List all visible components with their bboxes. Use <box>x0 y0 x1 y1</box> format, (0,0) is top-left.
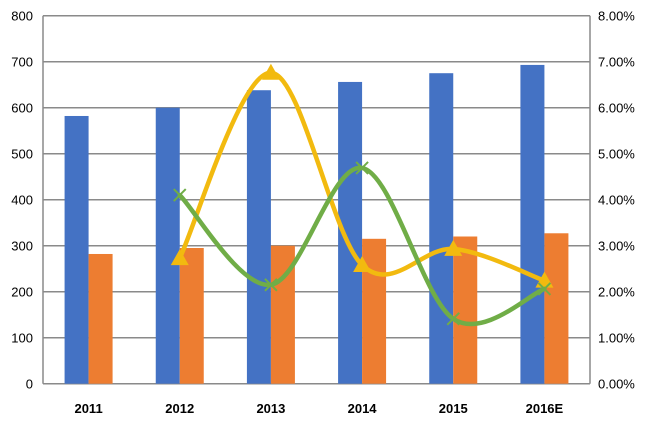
triangle-marker <box>170 249 189 266</box>
right-tick-label: 1.00% <box>598 331 635 346</box>
x-marker <box>446 312 460 326</box>
triangle-marker <box>261 63 280 80</box>
right-tick-label: 5.00% <box>598 147 635 162</box>
left-tick-label: 100 <box>11 331 33 346</box>
left-tick-label: 500 <box>11 147 33 162</box>
right-tick-label: 3.00% <box>598 239 635 254</box>
left-tick-label: 0 <box>26 377 33 392</box>
right-tick-label: 0.00% <box>598 377 635 392</box>
left-tick-label: 700 <box>11 55 33 70</box>
bar-series2-2011 <box>88 253 113 384</box>
bar-series1-2016E <box>520 64 545 384</box>
right-tick-label: 4.00% <box>598 193 635 208</box>
right-tick-label: 7.00% <box>598 55 635 70</box>
bar-series2-2016E <box>544 233 569 384</box>
x-marker <box>537 282 552 296</box>
x-tick-label: 2014 <box>348 401 378 416</box>
x-tick-label: 2013 <box>256 401 285 416</box>
right-tick-label: 2.00% <box>598 285 635 300</box>
bar-series1-2013 <box>246 90 271 384</box>
triangle-marker <box>444 239 463 256</box>
right-tick-label: 6.00% <box>598 101 635 116</box>
left-tick-label: 400 <box>11 193 33 208</box>
x-marker <box>173 188 187 202</box>
triangle-marker <box>353 256 372 273</box>
left-tick-label: 200 <box>11 285 33 300</box>
x-tick-label: 2016E <box>526 401 564 416</box>
bar-series1-2012 <box>155 107 180 384</box>
right-tick-label: 8.00% <box>598 9 635 24</box>
bar-series2-2015 <box>453 236 478 384</box>
line-series1 <box>177 70 547 283</box>
left-tick-label: 600 <box>11 101 33 116</box>
bar-series1-2011 <box>64 115 89 384</box>
bar-series2-2012 <box>179 248 204 384</box>
x-tick-label: 2015 <box>439 401 468 416</box>
x-marker <box>264 278 278 292</box>
x-marker <box>355 161 369 175</box>
x-tick-label: 2012 <box>165 401 194 416</box>
x-tick-label: 2011 <box>74 401 102 416</box>
bar-series2-2014 <box>362 238 387 384</box>
left-tick-label: 300 <box>11 239 33 254</box>
left-tick-label: 800 <box>11 9 33 24</box>
bar-series1-2015 <box>429 73 454 384</box>
